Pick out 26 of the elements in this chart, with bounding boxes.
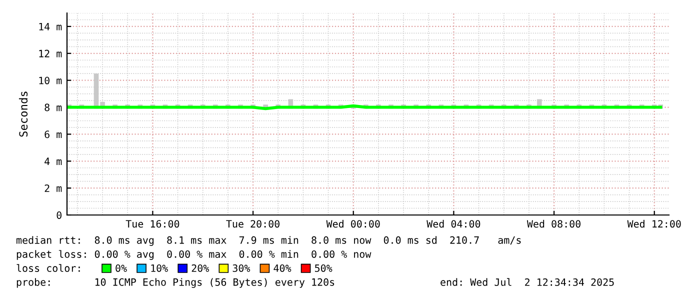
x-tick-label: Wed 00:00 [326,220,380,228]
y-tick-label: 2 m [44,184,62,192]
y-tick-label: 4 m [44,158,62,165]
x-tick-label: Wed 04:00 [426,220,480,228]
x-tick-label: Tue 16:00 [126,220,180,228]
legend-label: 50% [314,264,332,272]
y-tick-label: 10 m [39,76,62,84]
y-tick-label: 0 [56,211,62,219]
y-tick-label: 6 m [44,130,62,138]
y-tick-label: 12 m [39,50,62,58]
y-tick-label: 8 m [44,104,62,112]
x-tick-label: Tue 20:00 [226,220,280,228]
legend-title: loss color: [16,264,80,272]
x-tick-label: Wed 12:00 [627,220,681,228]
y-tick-label: 14 m [39,23,62,30]
legend-label: 40% [274,264,292,272]
text: median rtt: 8.0 ms avg 8.1 ms max 7.9 ms min 8.0 ms now 0.0 ms sd 210.7 am/s [16,236,521,246]
y-axis-title: Seconds [18,92,28,137]
legend-label: 10% [151,264,168,272]
text: packet loss: 0.00 % avg 0.00 % max 0.00 % min 0.00 % now [16,250,372,260]
text: probe: 10 ICMP Echo Pings (56 Bytes) every 120s [16,278,334,288]
legend-label: 0% [116,264,127,272]
text: end: Wed Jul 2 12:34:34 2025 [440,278,614,286]
legend-label: 30% [232,264,250,272]
x-tick-label: Wed 08:00 [526,220,580,228]
legend-label: 20% [192,264,209,272]
